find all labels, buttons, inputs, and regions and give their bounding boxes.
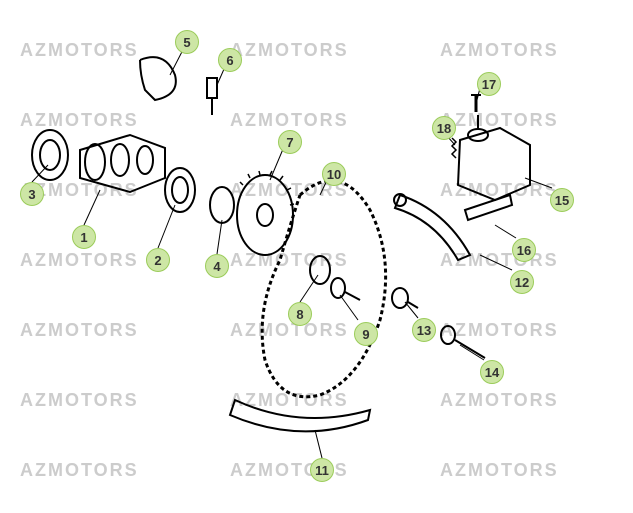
leader-line	[340, 295, 358, 320]
part-bolt-14-shaft	[455, 340, 485, 358]
part-spring-18	[452, 138, 456, 158]
part-bearing-inner	[40, 140, 60, 170]
callout-5[interactable]: 5	[175, 30, 199, 54]
callout-18[interactable]: 18	[432, 116, 456, 140]
callout-11[interactable]: 11	[310, 458, 334, 482]
part-bolt-9-shaft	[345, 292, 360, 300]
callout-10[interactable]: 10	[322, 162, 346, 186]
diagram-svg	[0, 0, 633, 508]
callout-6[interactable]: 6	[218, 48, 242, 72]
part-camshaft-lobe1	[85, 144, 105, 180]
part-bearing-2-inner	[172, 177, 188, 203]
leader-line	[84, 190, 100, 225]
callout-15[interactable]: 15	[550, 188, 574, 212]
leader-line	[495, 225, 516, 238]
leader-line	[315, 430, 322, 458]
callout-4[interactable]: 4	[205, 254, 229, 278]
callout-13[interactable]: 13	[412, 318, 436, 342]
callout-12[interactable]: 12	[510, 270, 534, 294]
callout-2[interactable]: 2	[146, 248, 170, 272]
part-decomp-lever	[140, 57, 176, 100]
part-camshaft-end	[137, 146, 153, 174]
callout-8[interactable]: 8	[288, 302, 312, 326]
mechanical-parts	[32, 57, 530, 431]
callout-16[interactable]: 16	[512, 238, 536, 262]
part-bolt-6-head	[207, 78, 217, 98]
callout-7[interactable]: 7	[278, 130, 302, 154]
part-timing-chain	[262, 181, 385, 397]
callout-9[interactable]: 9	[354, 322, 378, 346]
part-chain-guide-lower	[230, 400, 370, 431]
part-sprocket-center	[257, 204, 273, 226]
part-washer-8	[310, 256, 330, 284]
leader-line	[300, 275, 318, 302]
part-bolt-14-head	[441, 326, 455, 344]
leader-line	[158, 205, 175, 248]
part-camshaft-lobe2	[111, 144, 129, 176]
part-bolt-9-head	[331, 278, 345, 298]
part-tensioner-arm	[395, 195, 470, 260]
part-gasket-16	[465, 195, 512, 220]
callout-14[interactable]: 14	[480, 360, 504, 384]
part-bearing-2-outer	[165, 168, 195, 212]
leader-line	[480, 255, 512, 270]
callout-1[interactable]: 1	[72, 225, 96, 249]
callout-3[interactable]: 3	[20, 182, 44, 206]
part-bearing-outer	[32, 130, 68, 180]
part-plug-13	[392, 288, 408, 308]
part-seal-4	[210, 187, 234, 223]
callout-17[interactable]: 17	[477, 72, 501, 96]
parts-diagram	[0, 0, 633, 508]
leader-line	[460, 345, 484, 360]
leader-lines	[32, 42, 552, 458]
leader-line	[217, 220, 222, 254]
